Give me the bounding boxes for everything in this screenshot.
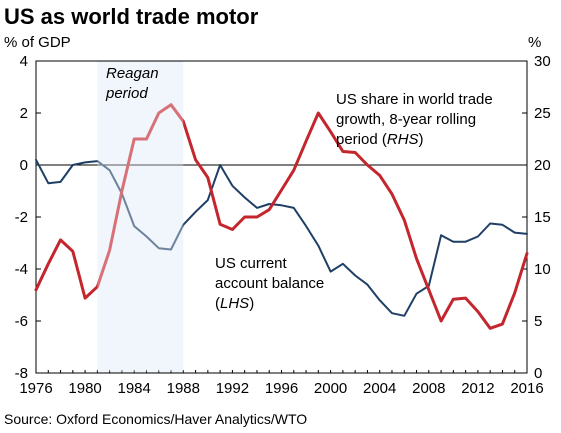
rhs-series-label-line3: period (RHS) [336, 131, 424, 148]
shaded-region-label-line1: Reagan [106, 65, 159, 82]
x-tick-label: 1980 [68, 380, 101, 397]
series-line-trade-share [34, 103, 529, 330]
shaded-region-overlay [97, 62, 184, 372]
shaded-region-label-line2: period [105, 85, 148, 102]
shaded-region [97, 61, 184, 373]
left-tick-label: 2 [20, 105, 28, 122]
lhs-series-label-close: ) [249, 295, 254, 312]
lhs-series-label-line2: account balance [215, 275, 324, 292]
left-tick-label: -4 [15, 261, 28, 278]
right-axis-label: % [528, 34, 541, 51]
chart-title: US as world trade motor [4, 4, 259, 29]
right-tick-label: 30 [534, 53, 551, 70]
x-tick-label: 2000 [314, 380, 347, 397]
x-tick-label: 1988 [167, 380, 200, 397]
left-axis-label: % of GDP [4, 34, 71, 51]
left-tick-label: 0 [20, 157, 28, 174]
right-tick-label: 20 [534, 157, 551, 174]
lhs-series-label-line1: US current [215, 255, 288, 272]
x-tick-label: 2016 [510, 380, 543, 397]
rhs-series-label-line1: US share in world trade [336, 91, 493, 108]
right-tick-label: 15 [534, 209, 551, 226]
x-tick-label: 1996 [265, 380, 298, 397]
left-tick-label: -6 [15, 313, 28, 330]
x-tick-label: 2012 [461, 380, 494, 397]
lhs-series-label-open: ( [215, 295, 220, 312]
lhs-series-label-line3: (LHS) [215, 295, 254, 312]
right-tick-label: 0 [534, 365, 542, 382]
left-tick-label: -8 [15, 365, 28, 382]
rhs-series-label-close: ) [419, 131, 424, 148]
left-tick-label: -2 [15, 209, 28, 226]
right-tick-label: 5 [534, 313, 542, 330]
lhs-series-label-paren: LHS [220, 295, 249, 312]
series-line-current-account [35, 158, 528, 317]
x-tick-label: 2004 [363, 380, 396, 397]
rhs-series-label-line2: growth, 8-year rolling [336, 111, 476, 128]
x-tick-label: 1976 [19, 380, 52, 397]
x-tick-label: 1984 [118, 380, 151, 397]
rhs-series-label-prefix: period ( [336, 131, 387, 148]
source-note: Source: Oxford Economics/Haver Analytics… [4, 411, 307, 427]
rhs-series-label-paren: RHS [387, 131, 419, 148]
left-tick-label: 4 [20, 53, 28, 70]
right-tick-label: 25 [534, 105, 551, 122]
x-tick-label: 2008 [412, 380, 445, 397]
right-tick-label: 10 [534, 261, 551, 278]
x-tick-label: 1992 [216, 380, 249, 397]
